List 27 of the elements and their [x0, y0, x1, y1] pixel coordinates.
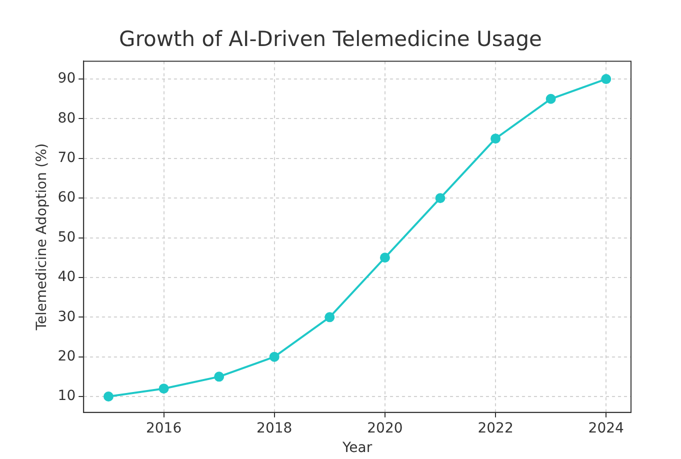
x-tick-label: 2020: [367, 420, 403, 436]
y-tick-label: 70: [58, 150, 76, 166]
point: [601, 74, 612, 84]
point: [103, 392, 114, 402]
y-tick-label: 80: [58, 110, 76, 126]
x-tick-label: 2018: [256, 420, 292, 436]
point: [490, 134, 501, 144]
y-tick-label: 30: [58, 308, 76, 325]
x-axis-title: Year: [341, 440, 372, 456]
x-tick-label: 2024: [588, 420, 624, 436]
x-tick-label: 2022: [478, 420, 514, 436]
y-tick-label: 60: [58, 190, 76, 206]
point: [269, 352, 280, 362]
x-tick-label: 2016: [146, 420, 182, 436]
y-tick-label: 40: [58, 269, 76, 286]
y-tick-label: 90: [58, 70, 76, 87]
point: [158, 384, 169, 394]
point: [324, 312, 335, 322]
point: [380, 252, 390, 263]
y-tick-label: 50: [58, 229, 76, 246]
y-axis-title: Telemedicine Adoption (%): [34, 143, 50, 332]
chart-title: Growth of AI-Driven Telemedicine Usage: [119, 27, 542, 52]
y-tick-label: 10: [58, 388, 76, 404]
point: [546, 94, 556, 104]
point: [214, 372, 224, 382]
y-tick-label: 20: [58, 348, 76, 364]
point: [435, 193, 446, 204]
